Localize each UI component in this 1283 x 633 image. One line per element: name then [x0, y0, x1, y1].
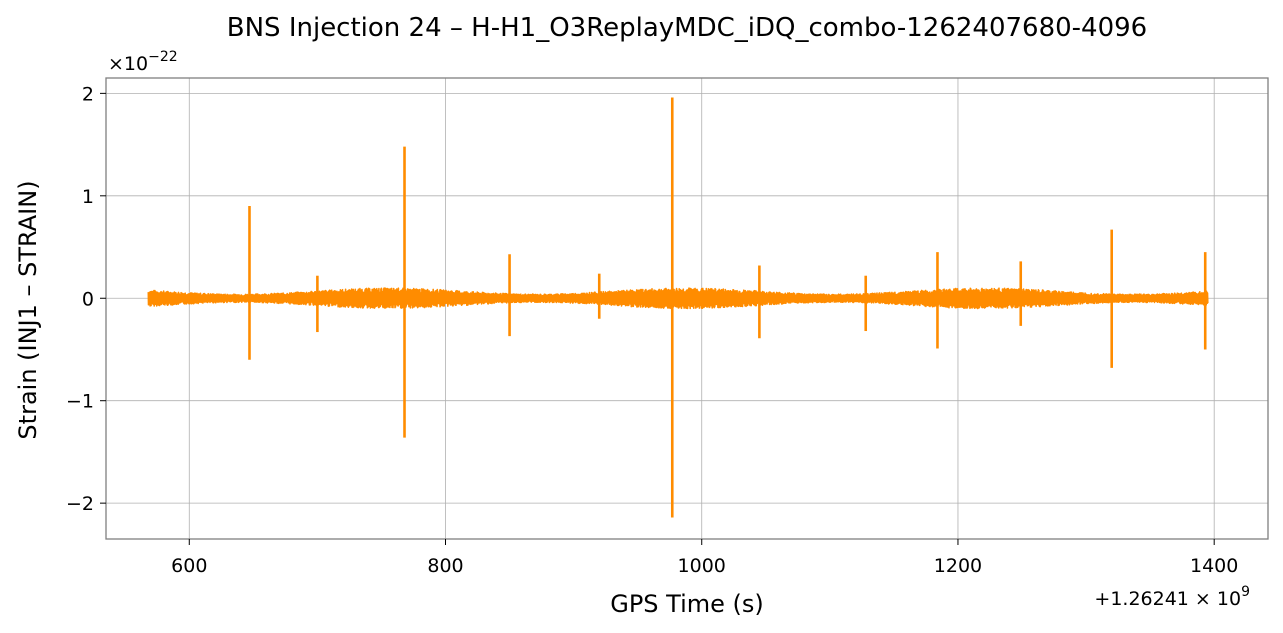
x-tick-label: 1000 [678, 555, 726, 577]
x-tick-label: 800 [427, 555, 463, 577]
y-scale-base: ×10 [108, 53, 148, 75]
series-layer [147, 97, 1209, 518]
x-tick-label: 600 [171, 555, 207, 577]
y-axis-label: Strain (INJ1 – STRAIN) [14, 180, 42, 439]
series-noise-line [147, 287, 1209, 310]
x-offset-exponent: 9 [1241, 584, 1250, 600]
x-tick-label: 1400 [1190, 555, 1238, 577]
x-offset-label: +1.26241 × 109 [1094, 584, 1250, 610]
x-axis-label: GPS Time (s) [610, 590, 764, 618]
y-tick-label: −1 [66, 391, 94, 413]
y-scale-label: ×10−22 [108, 49, 178, 75]
y-tick-label: 2 [82, 83, 94, 105]
x-offset-base: +1.26241 × 10 [1094, 588, 1241, 610]
y-tick-label: 1 [82, 186, 94, 208]
plot-frame [105, 77, 1269, 540]
y-tick-label: 0 [82, 288, 94, 310]
ticks: 600 800 1000 1200 1400 −2 −1 0 1 2 [66, 83, 1238, 577]
x-tick-label: 1200 [934, 555, 982, 577]
y-scale-exponent: −22 [148, 49, 178, 65]
chart-title: BNS Injection 24 – H-H1_O3ReplayMDC_iDQ_… [227, 13, 1147, 43]
y-tick-label: −2 [66, 493, 94, 515]
grid [106, 78, 1268, 539]
